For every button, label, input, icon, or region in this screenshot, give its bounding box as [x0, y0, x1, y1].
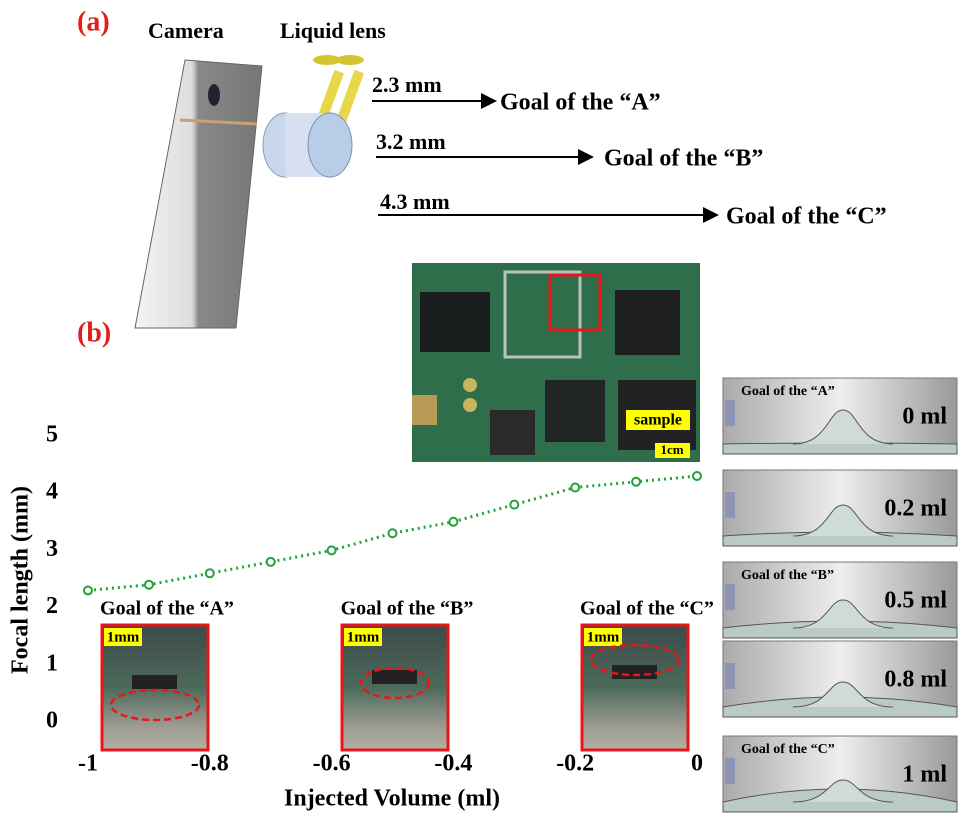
- stage-port: [725, 492, 735, 518]
- y-tick-label: 3: [46, 536, 58, 562]
- stage-volume: 0.2 ml: [884, 496, 947, 522]
- data-point: [206, 569, 214, 577]
- panel-label: (b): [77, 317, 111, 348]
- data-point: [145, 581, 153, 589]
- data-point: [571, 483, 579, 491]
- membrane: [723, 443, 957, 454]
- lens-label: Liquid lens: [280, 18, 386, 43]
- x-tick-label: -1: [78, 751, 98, 777]
- inset-pins: [132, 675, 177, 689]
- stage-volume: 0 ml: [902, 404, 947, 430]
- scale-label: 1mm: [107, 629, 140, 645]
- stage-port: [725, 584, 735, 610]
- x-axis-label: Injected Volume (ml): [284, 786, 500, 812]
- figure: (a) Camera Liquid lens 2.3 mm Goal of th…: [0, 0, 959, 816]
- goal-label: Goal of the “C”: [726, 204, 887, 230]
- liquid-lens: [263, 55, 364, 177]
- stage-volume: 1 ml: [902, 762, 947, 788]
- stage-goal: Goal of the “C”: [741, 742, 835, 757]
- stage-goal: Goal of the “B”: [741, 568, 834, 583]
- x-tick-label: -0.8: [191, 751, 229, 777]
- data-point: [693, 472, 701, 480]
- data-point: [632, 478, 640, 486]
- data-point: [267, 558, 275, 566]
- phone: [135, 60, 262, 328]
- stage-port: [725, 758, 735, 784]
- scale-label: 1cm: [660, 442, 683, 457]
- inset-goal: Goal of the “B”: [341, 598, 474, 620]
- y-tick-label: 4: [46, 479, 58, 505]
- stage-goal: Goal of the “A”: [741, 384, 835, 399]
- distance-label: 4.3 mm: [380, 189, 450, 214]
- distance-label: 3.2 mm: [376, 129, 446, 154]
- stage-port: [725, 400, 735, 426]
- panel-label: (a): [77, 6, 110, 37]
- data-point: [389, 529, 397, 537]
- x-tick-label: -0.6: [313, 751, 351, 777]
- x-tick-label: 0: [691, 751, 703, 777]
- distance-label: 2.3 mm: [372, 72, 442, 97]
- data-point: [328, 546, 336, 554]
- stage-port: [725, 663, 735, 689]
- stage-volume: 0.5 ml: [884, 588, 947, 614]
- inset-pins: [612, 665, 657, 679]
- data-point: [84, 586, 92, 594]
- y-axis-label: Focal length (mm): [8, 486, 34, 674]
- scale-label: 1mm: [347, 629, 380, 645]
- data-point: [449, 518, 457, 526]
- stage-volume: 0.8 ml: [884, 667, 947, 693]
- inset-goal: Goal of the “A”: [100, 598, 234, 620]
- sample-label: sample: [634, 412, 682, 429]
- y-tick-label: 1: [46, 650, 58, 676]
- goal-label: Goal of the “A”: [500, 90, 661, 116]
- scale-label: 1mm: [587, 629, 620, 645]
- y-tick-label: 2: [46, 593, 58, 619]
- x-tick-label: -0.4: [434, 751, 472, 777]
- inset-pins: [372, 670, 417, 684]
- y-tick-label: 5: [46, 422, 58, 448]
- goal-label: Goal of the “B”: [604, 146, 763, 172]
- camera-label: Camera: [148, 18, 224, 43]
- data-point: [510, 501, 518, 509]
- x-tick-label: -0.2: [556, 751, 594, 777]
- y-tick-label: 0: [46, 708, 58, 734]
- inset-goal: Goal of the “C”: [580, 598, 714, 620]
- pcb-photo: [412, 263, 700, 462]
